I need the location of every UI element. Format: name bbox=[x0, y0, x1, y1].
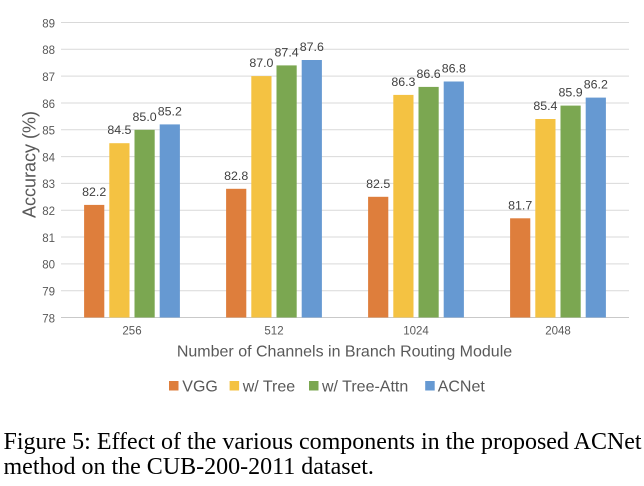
svg-text:86.3: 86.3 bbox=[391, 75, 415, 89]
svg-text:512: 512 bbox=[264, 326, 283, 338]
svg-text:w/ Tree: w/ Tree bbox=[242, 379, 296, 396]
svg-text:2048: 2048 bbox=[545, 326, 571, 338]
svg-text:82.5: 82.5 bbox=[366, 177, 390, 191]
svg-text:85.9: 85.9 bbox=[559, 86, 583, 100]
svg-text:VGG: VGG bbox=[182, 379, 218, 396]
svg-text:w/ Tree-Attn: w/ Tree-Attn bbox=[321, 379, 408, 396]
svg-text:84.5: 84.5 bbox=[107, 123, 131, 137]
svg-text:81: 81 bbox=[42, 233, 55, 245]
svg-text:82.8: 82.8 bbox=[224, 169, 248, 183]
svg-text:86.2: 86.2 bbox=[584, 78, 608, 92]
svg-text:87.4: 87.4 bbox=[275, 45, 299, 59]
svg-text:1024: 1024 bbox=[403, 326, 429, 338]
svg-text:78: 78 bbox=[42, 313, 55, 325]
svg-text:80: 80 bbox=[42, 260, 55, 272]
svg-text:85.0: 85.0 bbox=[133, 110, 157, 124]
svg-text:79: 79 bbox=[42, 287, 55, 299]
svg-text:86.8: 86.8 bbox=[442, 62, 466, 76]
svg-text:86.6: 86.6 bbox=[417, 67, 441, 81]
svg-text:86: 86 bbox=[42, 99, 55, 111]
svg-text:89: 89 bbox=[42, 18, 55, 30]
svg-text:83: 83 bbox=[42, 179, 55, 191]
svg-text:256: 256 bbox=[122, 326, 141, 338]
svg-text:85.2: 85.2 bbox=[158, 104, 182, 118]
svg-text:87.0: 87.0 bbox=[249, 56, 273, 70]
svg-text:81.7: 81.7 bbox=[508, 198, 532, 212]
svg-text:85.4: 85.4 bbox=[533, 99, 557, 113]
svg-text:82.2: 82.2 bbox=[82, 185, 106, 199]
svg-text:82: 82 bbox=[42, 206, 55, 218]
svg-text:85: 85 bbox=[42, 126, 55, 138]
svg-text:87.6: 87.6 bbox=[300, 40, 324, 54]
svg-text:87: 87 bbox=[42, 72, 55, 84]
svg-text:ACNet: ACNet bbox=[438, 379, 486, 396]
svg-text:84: 84 bbox=[42, 152, 55, 164]
svg-text:Accuracy (%): Accuracy (%) bbox=[20, 111, 40, 218]
svg-text:88: 88 bbox=[42, 45, 55, 57]
svg-text:Number of Channels in Branch R: Number of Channels in Branch Routing Mod… bbox=[177, 344, 512, 361]
